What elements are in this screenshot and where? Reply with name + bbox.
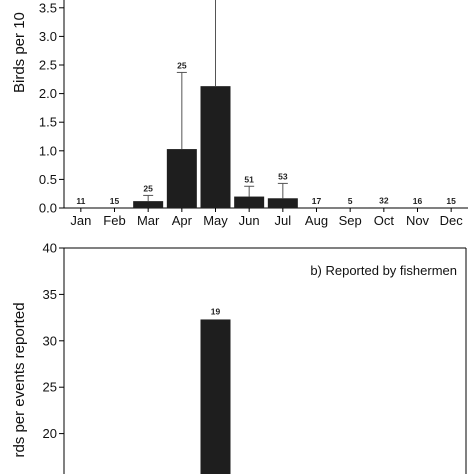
panel-a-sample-size-label: 5 <box>348 196 353 206</box>
panel-b-title: b) Reported by fishermen <box>310 263 457 278</box>
panel-a-sample-size-label: 11 <box>76 196 85 206</box>
panel-b-y-tick-label: 20 <box>43 426 57 441</box>
panel-a-y-axis-label: Birds per 10 <box>11 12 28 93</box>
panel-a-x-tick-label: Jul <box>275 213 292 228</box>
panel-a-x-tick-label: Oct <box>374 213 395 228</box>
panel-a-sample-size-label: 51 <box>244 174 254 184</box>
panel-a-y-tick-label: 2.5 <box>39 58 57 73</box>
panel-a-sample-size-label: 25 <box>143 183 153 193</box>
panel-a-sample-size-label: 15 <box>446 196 456 206</box>
panel-a-y-tick-label: 0.5 <box>39 172 57 187</box>
panel-a-x-tick-label: Dec <box>440 213 464 228</box>
panel-b-y-tick-label: 35 <box>43 287 57 302</box>
panel-a-bar-oct <box>368 207 399 208</box>
panel-b-sample-size-label: 19 <box>211 306 221 316</box>
panel-a-x-tick-label: Nov <box>406 213 430 228</box>
panel-a-x-tick-label: Feb <box>103 213 125 228</box>
panel-a-sample-size-label: 17 <box>312 196 322 206</box>
panel-a-y-tick-label: 1.5 <box>39 115 57 130</box>
panel-a-sample-size-label: 15 <box>110 196 120 206</box>
panel-a-x-tick-label: May <box>203 213 228 228</box>
panel-a-y-tick-label: 3.0 <box>39 29 57 44</box>
panel-a-bar-may <box>200 86 231 208</box>
panel-a-y-tick-label: 3.5 <box>39 0 57 15</box>
panel-a-bar-jun <box>234 196 265 208</box>
panel-a-y-tick-label: 0.0 <box>39 201 57 216</box>
panel-a-y-tick-label: 1.0 <box>39 143 57 158</box>
panel-a-sample-size-label: 25 <box>177 60 187 70</box>
panel-a-bar-mar <box>133 201 164 208</box>
panel-a-x-tick-label: Apr <box>172 213 193 228</box>
panel-a: 0.0 0.5 1.0 1.5 2.0 2.5 3.0 3.5 11 Jan 15 Feb 25 Mar 2… <box>39 0 468 228</box>
panel-b: 20 25 30 35 40 19 <box>43 241 467 474</box>
panel-b-y-tick-label: 30 <box>43 333 57 348</box>
panel-a-sample-size-label: 16 <box>413 196 423 206</box>
panel-a-x-tick-label: Jan <box>70 213 91 228</box>
panel-a-x-tick-label: Aug <box>305 213 328 228</box>
panel-a-x-tick-label: Mar <box>137 213 160 228</box>
panel-a-sample-size-label: 53 <box>278 171 288 181</box>
panel-b-bar-may <box>200 319 231 474</box>
panel-a-x-tick-label: Jun <box>239 213 260 228</box>
panel-b-y-axis-label: rds per events reported <box>11 302 28 457</box>
panel-a-sample-size-label: 32 <box>379 195 389 205</box>
panel-a-bar-jul <box>267 198 298 208</box>
panel-b-y-tick-label: 25 <box>43 380 57 395</box>
panel-a-x-tick-label: Sep <box>339 213 362 228</box>
panel-a-y-tick-label: 2.0 <box>39 86 57 101</box>
panel-a-bar-apr <box>166 149 197 208</box>
panel-b-y-tick-label: 40 <box>43 241 57 256</box>
